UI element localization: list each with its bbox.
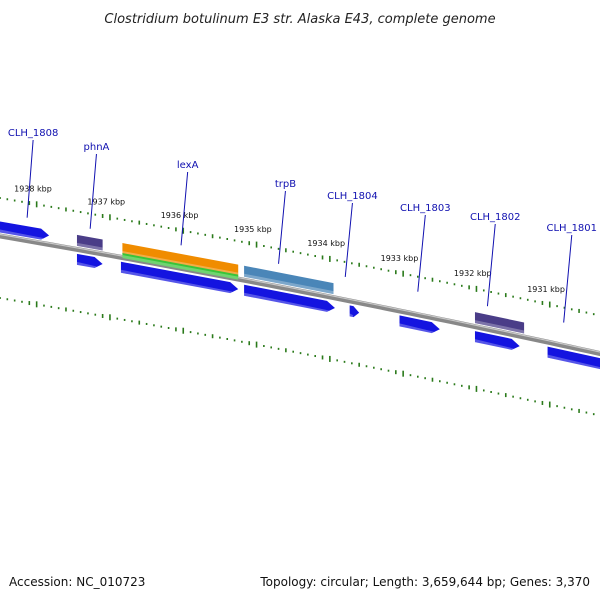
gene-label[interactable]: CLH_1808	[8, 128, 59, 139]
gene-labels: CLH_1808 phnA lexA trpB CLH_1804 CLH_1803 CLH_…	[8, 128, 597, 323]
feature-shading	[120, 269, 233, 295]
feature-cds[interactable]	[76, 253, 103, 269]
gene-label[interactable]: CLH_1801	[547, 223, 598, 234]
genome-backbone	[0, 233, 600, 357]
tick-label: 1932 kbp	[454, 269, 492, 278]
feature-cds[interactable]	[349, 305, 360, 318]
gene-label[interactable]: CLH_1803	[400, 203, 451, 214]
scale-ticks: 1938 kbp 1937 kbp 1936 kbp 1935 kbp 1934 kbp…	[0, 185, 595, 416]
feature-cds[interactable]	[120, 261, 239, 294]
feature-steel[interactable]	[244, 265, 334, 295]
label-leader	[26, 139, 34, 218]
feature-shading	[547, 354, 600, 371]
feature-cds[interactable]	[0, 221, 50, 240]
feature-shading	[349, 313, 354, 319]
gene-label[interactable]: trpB	[275, 179, 296, 190]
tick-label: 1936 kbp	[161, 211, 199, 220]
gene-label[interactable]: phnA	[84, 142, 110, 153]
feature-orange[interactable]	[122, 243, 239, 276]
gene-label[interactable]: lexA	[177, 160, 199, 171]
feature-shading	[474, 339, 514, 352]
feature-shading	[76, 261, 97, 270]
feature-shading	[244, 292, 329, 314]
label-leader	[563, 234, 573, 323]
feature-tracks	[0, 221, 600, 372]
feature-shading	[244, 273, 334, 295]
feature-cds[interactable]	[474, 331, 520, 350]
label-leader	[344, 202, 353, 278]
feature-shading	[122, 255, 239, 280]
tick-label: 1938 kbp	[14, 185, 52, 194]
feature-shading	[399, 323, 434, 335]
tick-label: 1934 kbp	[307, 239, 345, 248]
topology-label: Topology: circular; Length: 3,659,644 bp…	[260, 575, 590, 589]
label-leader	[486, 223, 496, 307]
feature-rna_dark[interactable]	[76, 234, 103, 251]
feature-shading	[76, 242, 103, 251]
tick-label: 1931 kbp	[527, 285, 565, 294]
feature-green[interactable]	[122, 253, 239, 280]
feature-cds[interactable]	[547, 346, 600, 372]
feature-rna_dark[interactable]	[474, 312, 525, 334]
label-leader	[417, 214, 426, 292]
gene-label[interactable]: CLH_1804	[327, 191, 378, 202]
map-title: Clostridium botulinum E3 str. Alaska E43…	[104, 12, 495, 27]
label-leader	[278, 190, 286, 264]
label-leader	[180, 171, 189, 246]
tick-label: 1933 kbp	[381, 254, 419, 263]
feature-cds[interactable]	[399, 315, 440, 334]
tick-label: 1937 kbp	[87, 198, 125, 207]
tick-label: 1935 kbp	[234, 225, 272, 234]
genome-backbone-highlight	[0, 233, 600, 353]
label-leader	[89, 153, 97, 229]
accession-label: Accession: NC_010723	[9, 575, 146, 589]
feature-cds[interactable]	[244, 284, 335, 312]
feature-shading	[474, 320, 525, 334]
gene-label[interactable]: CLH_1802	[470, 212, 521, 223]
feature-shading	[0, 229, 44, 241]
